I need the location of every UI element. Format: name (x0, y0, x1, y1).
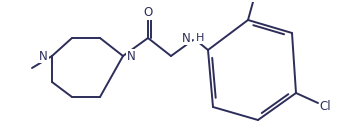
Text: O: O (143, 6, 153, 19)
Text: Cl: Cl (319, 99, 331, 112)
Text: Cl: Cl (251, 0, 263, 2)
Text: N: N (182, 32, 191, 45)
Text: N: N (39, 49, 48, 62)
Text: H: H (196, 33, 204, 43)
Text: N: N (127, 49, 136, 62)
